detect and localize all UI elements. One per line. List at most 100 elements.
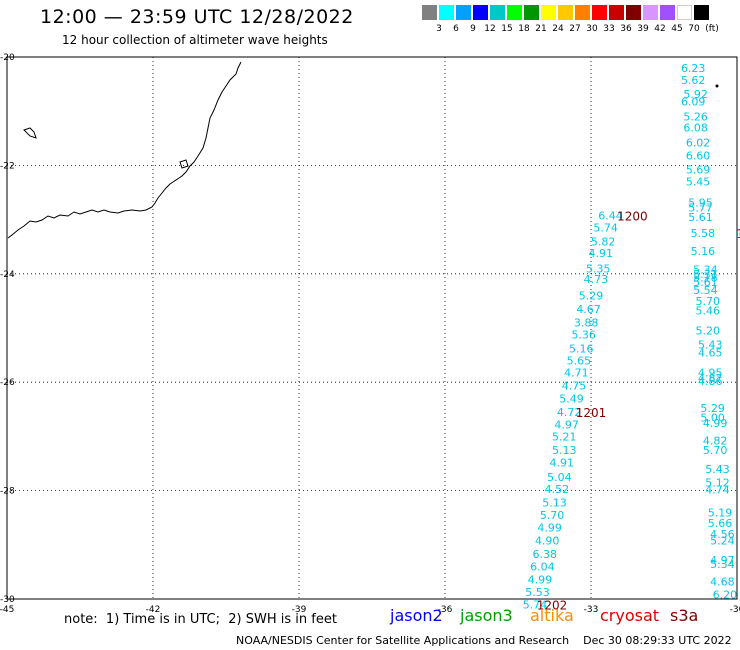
wave-height-label: 6.02 xyxy=(686,137,711,150)
legend-label: 27 xyxy=(569,24,581,34)
legend-swatch xyxy=(439,5,454,20)
legend-label: 36 xyxy=(620,24,632,34)
wave-height-label: 5.69 xyxy=(686,164,711,177)
wave-height-label: 4.87 xyxy=(698,372,723,385)
lat-tick-label: -24 xyxy=(0,270,15,280)
wave-height-label: 5.70 xyxy=(540,509,565,522)
pass-time-label: 1201 xyxy=(576,406,607,420)
legend-swatch xyxy=(694,5,709,20)
legend-label: 9 xyxy=(470,24,476,34)
wave-height-label: 5.77 xyxy=(688,202,713,215)
legend-swatch xyxy=(575,5,590,20)
satellite-cryosat: cryosat xyxy=(600,606,660,625)
wave-height-label: 5.34 xyxy=(710,558,735,571)
wave-height-label: 5.19 xyxy=(708,506,733,519)
legend-swatch xyxy=(643,5,658,20)
island-outline xyxy=(23,127,37,139)
lon-tick-label: -33 xyxy=(584,605,599,615)
wave-height-label: 5.66 xyxy=(708,517,733,530)
lat-tick-label: -28 xyxy=(0,487,15,497)
wave-height-label: 4.95 xyxy=(698,366,723,379)
chart-title: 12:00 — 23:59 UTC 12/28/2022 xyxy=(40,6,354,28)
wave-height-label: 5.74 xyxy=(593,222,618,235)
legend-label: 45 xyxy=(671,24,683,34)
legend-swatch xyxy=(592,5,607,20)
wave-height-label: 6.23 xyxy=(681,62,706,75)
wave-height-label: 4.82 xyxy=(703,435,728,448)
wave-height-label: 5.95 xyxy=(688,196,713,209)
legend-swatch xyxy=(422,5,437,20)
legend-swatch xyxy=(609,5,624,20)
wave-height-label: 3.88 xyxy=(574,317,599,330)
wave-height-label: 6.04 xyxy=(530,560,555,573)
wave-height-label: 5.24 xyxy=(710,534,735,547)
wave-height-label: 5.00 xyxy=(700,411,725,424)
legend-swatch xyxy=(541,5,556,20)
wave-height-label: 5.74 xyxy=(523,598,548,611)
wave-height-label: 5.04 xyxy=(547,471,572,484)
satellite-altika: altika xyxy=(530,606,574,625)
satellite-s3a: s3a xyxy=(670,606,699,625)
legend-label: 30 xyxy=(586,24,598,34)
wave-height-label: 4.56 xyxy=(710,528,735,541)
wave-height-label: 5.36 xyxy=(571,329,596,342)
wave-height-label: 5.13 xyxy=(552,444,577,457)
wave-height-label: 5.21 xyxy=(552,430,577,443)
wave-height-label: 5.35 xyxy=(586,262,611,275)
satellite-jason2: jason2 xyxy=(390,606,443,625)
legend-swatch xyxy=(456,5,471,20)
legend-swatch xyxy=(490,5,505,20)
wave-height-label: 5.16 xyxy=(569,343,594,356)
lon-tick-label: -36 xyxy=(438,605,453,615)
wave-height-label: 5.65 xyxy=(567,355,592,368)
wave-height-label: 5.34 xyxy=(693,263,718,276)
legend-label: 3 xyxy=(436,24,442,34)
wave-height-label: 5.46 xyxy=(696,305,721,318)
lon-tick-label: -39 xyxy=(292,605,307,615)
wave-height-label: 5.18 xyxy=(693,272,718,285)
wave-height-label: 5.43 xyxy=(705,463,730,476)
wave-height-label: 4.75 xyxy=(562,379,587,392)
wave-height-label: 5.13 xyxy=(542,497,567,510)
legend-unit: (ft) xyxy=(705,24,719,34)
wave-height-label: 5.58 xyxy=(691,227,716,240)
wave-height-label: 4.90 xyxy=(535,534,560,547)
wave-height-label: 5.12 xyxy=(705,476,730,489)
lon-tick-label: -42 xyxy=(146,605,161,615)
lat-tick-label: -30 xyxy=(0,595,15,605)
wave-height-label: 4.91 xyxy=(550,456,575,469)
wave-height-label: 5.53 xyxy=(525,586,550,599)
wave-height-label: 5.61 xyxy=(688,211,713,224)
wave-height-label: 4.97 xyxy=(554,418,579,431)
wave-height-label: 5.70 xyxy=(696,295,721,308)
wave-height-label: 5.49 xyxy=(559,392,584,405)
wave-height-label: 4.97 xyxy=(710,554,735,567)
lat-tick-label: -22 xyxy=(0,161,15,171)
wave-height-label: 4.99 xyxy=(537,521,562,534)
lon-tick-label: -30 xyxy=(730,605,740,615)
wave-height-label: 4.65 xyxy=(698,346,723,359)
legend-swatch xyxy=(524,5,539,20)
legend-label: 39 xyxy=(637,24,649,34)
wave-height-label: 4.68 xyxy=(710,576,735,589)
wave-height-label: 5.20 xyxy=(696,325,721,338)
wave-height-label: 4.72 xyxy=(557,406,582,419)
legend-label: 18 xyxy=(518,24,530,34)
wave-height-label: 5.16 xyxy=(691,245,716,258)
wave-height-label: 5.62 xyxy=(681,74,706,87)
coastline xyxy=(7,61,242,239)
wave-height-label: 5.31 xyxy=(693,268,718,281)
lat-tick-label: -20 xyxy=(0,53,15,63)
wave-height-label: 4.99 xyxy=(528,573,553,586)
wave-height-label: 5.82 xyxy=(591,235,616,248)
wave-height-label: 6.20 xyxy=(713,589,738,602)
pass-time-label: 1747 xyxy=(739,245,740,259)
wave-height-label: 6.09 xyxy=(681,95,706,108)
wave-height-label: 5.45 xyxy=(686,176,711,189)
wave-height-label: 4.67 xyxy=(576,303,601,316)
wave-height-label: 5.92 xyxy=(683,88,708,101)
pass-time-label: 1747 xyxy=(736,227,740,241)
wave-height-label: 5.43 xyxy=(698,338,723,351)
wave-height-label: 4.91 xyxy=(588,247,613,260)
wave-height-label: 4.74 xyxy=(705,484,730,497)
